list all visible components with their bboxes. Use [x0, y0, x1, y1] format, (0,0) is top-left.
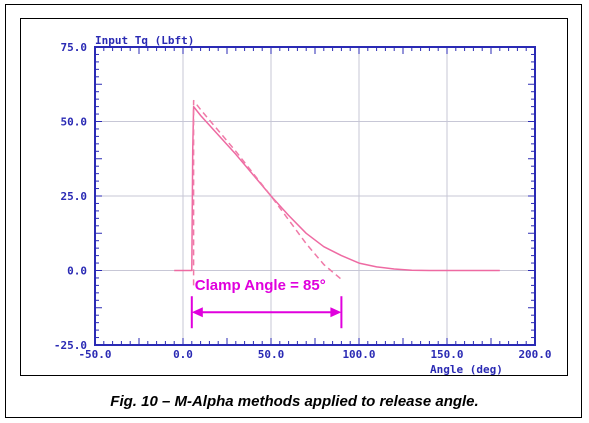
- y-tick-label: 50.0: [61, 116, 88, 129]
- y-tick-label: 75.0: [61, 41, 88, 54]
- clamp-angle-label: Clamp Angle = 85°: [195, 277, 326, 294]
- x-tick-label: 50.0: [258, 348, 285, 361]
- y-axis-title: Input Tq (Lbft): [95, 34, 194, 47]
- tick-labels: -25.0 0.0 25.0 50.0 75.0 -50.0 0.0 50.0 100.0 150…: [54, 41, 552, 361]
- clamp-arrowhead-right: [330, 307, 342, 318]
- series-layer: [174, 99, 500, 286]
- x-tick-label: 150.0: [430, 348, 463, 361]
- y-tick-label: 25.0: [61, 190, 88, 203]
- plot-panel: [20, 18, 568, 376]
- figure-caption: Fig. 10 – M-Alpha methods applied to rel…: [110, 393, 479, 410]
- annotation-layer: Clamp Angle = 85°: [190, 277, 343, 329]
- plot-area-border: [94, 46, 536, 346]
- x-tick-label: 0.0: [173, 348, 193, 361]
- grid-lines: [94, 46, 536, 346]
- x-tick-label: -50.0: [78, 348, 111, 361]
- series-solid-line: [174, 105, 500, 272]
- x-axis-title: Angle (deg): [430, 363, 503, 376]
- series-dashed-line: [192, 99, 342, 286]
- x-tick-label: 100.0: [342, 348, 375, 361]
- y-tick-label: -25.0: [54, 339, 87, 352]
- x-tick-label: 200.0: [518, 348, 551, 361]
- clamp-arrowhead-left: [191, 307, 203, 318]
- y-tick-label: 0.0: [67, 265, 87, 278]
